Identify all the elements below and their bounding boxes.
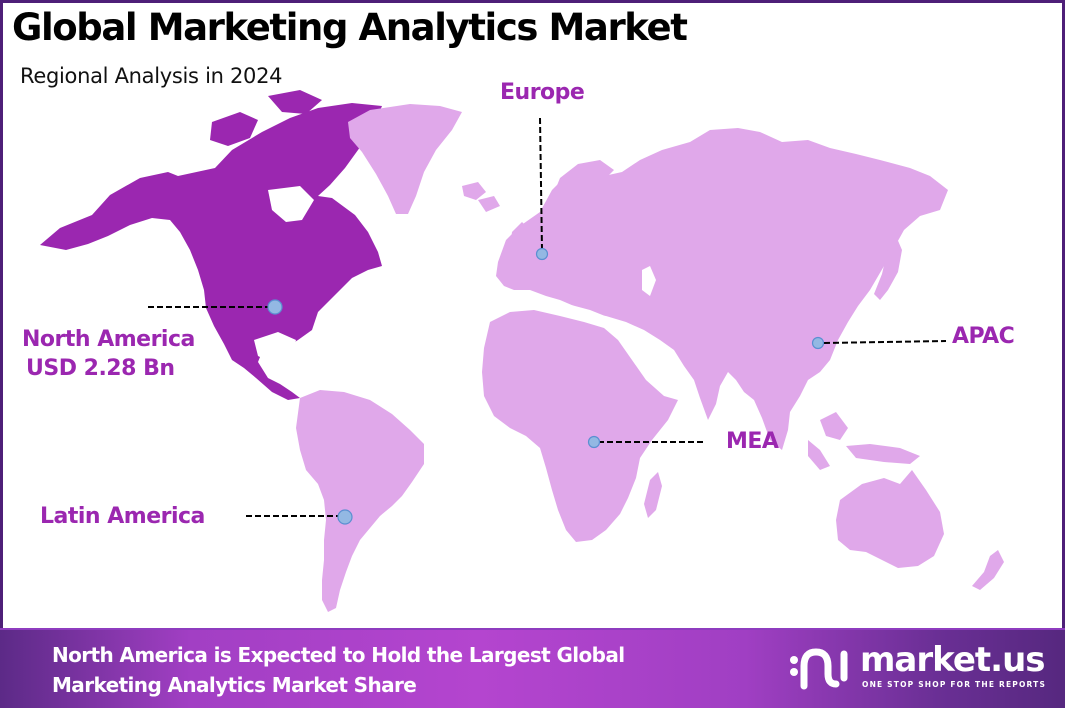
brand-name: market.us [860,640,1046,680]
region-label-europe: Europe [500,80,585,105]
region-europe-asia [496,128,948,450]
marker-north-america [267,299,283,315]
region-label-north-america: North America USD 2.28 Bn [22,325,195,383]
brand-logo-block: market.us ONE STOP SHOP FOR THE REPORTS [788,640,1048,700]
region-greenland [348,104,462,214]
market-us-logo-icon [790,648,848,690]
marker-latin-america [337,509,353,525]
region-label-latin-america: Latin America [40,504,205,529]
brand-tagline: ONE STOP SHOP FOR THE REPORTS [862,680,1047,689]
leader-lines [148,117,947,517]
marker-apac [811,336,825,350]
marker-mea [587,435,601,449]
region-africa [482,310,678,542]
leader-line-apac [823,340,947,344]
region-australia [836,470,944,568]
region-label-apac: APAC [952,324,1015,349]
region-markers [267,247,825,525]
leader-line-europe [539,117,543,251]
world-map [40,90,1004,612]
region-north-america [40,90,382,400]
footer-line-2: Marketing Analytics Market Share [52,673,417,697]
page-subtitle: Regional Analysis in 2024 [20,64,283,88]
footer-line-1: North America is Expected to Hold the La… [52,643,625,667]
page-title: Global Marketing Analytics Market [12,6,688,49]
region-latin-america [296,390,424,612]
footer-headline: North America is Expected to Hold the La… [52,640,625,700]
footer-banner: North America is Expected to Hold the La… [0,628,1065,708]
north-america-name: North America [22,327,195,352]
marker-europe [535,247,549,261]
north-america-value: USD 2.28 Bn [26,356,175,381]
region-label-mea: MEA [726,429,779,454]
